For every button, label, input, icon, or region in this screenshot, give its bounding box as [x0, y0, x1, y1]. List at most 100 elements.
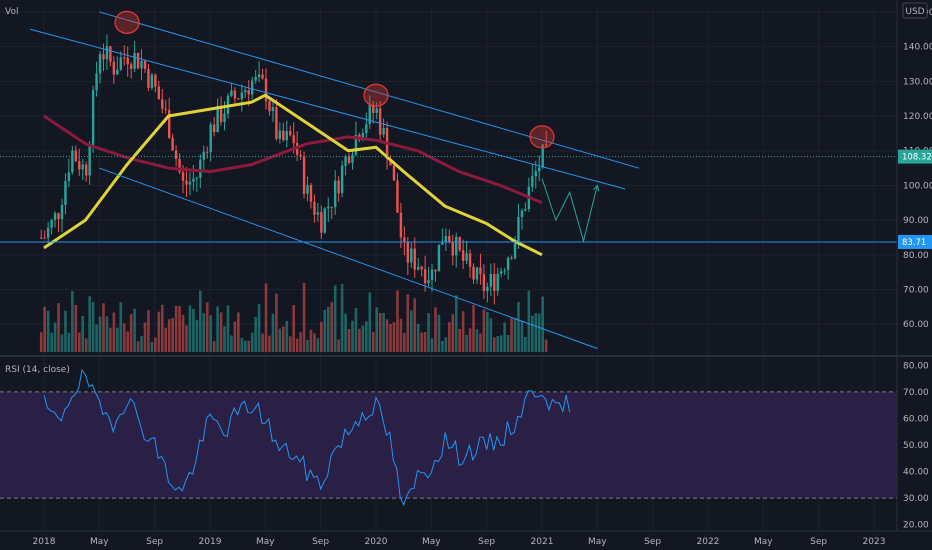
volume-bar [403, 332, 406, 352]
candle-body [123, 57, 126, 59]
candle-body [119, 57, 122, 70]
volume-bar [368, 292, 372, 352]
volume-bar [458, 328, 461, 352]
volume-bar [541, 296, 544, 352]
last-price-tag-label: 108.32 [902, 153, 932, 163]
candle-body [475, 267, 479, 280]
time-tick-label: Sep [146, 537, 163, 547]
candle-body [185, 180, 188, 185]
highlight-circle[interactable] [529, 125, 555, 149]
candle-body [503, 270, 506, 272]
candle-body [67, 172, 71, 182]
price-tick-label: 130.00 [903, 77, 932, 87]
highlight-circle[interactable] [114, 10, 140, 34]
candle-body [188, 181, 192, 185]
time-tick-label: 2019 [199, 537, 222, 547]
candle-body [410, 248, 413, 263]
volume-bar [57, 303, 60, 352]
price-tick-label: 100.00 [903, 181, 932, 191]
volume-bar [64, 310, 67, 352]
volume-bar [320, 321, 323, 352]
candle-body [88, 146, 91, 176]
candle-body [192, 178, 195, 182]
candle-body [257, 74, 261, 77]
rsi-tick-label: 50.00 [903, 441, 929, 451]
time-tick-label: 2020 [365, 537, 388, 547]
candle-body [327, 206, 330, 209]
volume-bar [147, 310, 150, 352]
candle-body [302, 156, 306, 194]
volume-bar [454, 295, 458, 352]
candle-body [375, 108, 378, 113]
volume-bar [205, 302, 209, 352]
volume-bar [451, 314, 455, 352]
candle-body [482, 274, 486, 292]
candle-body [171, 137, 174, 151]
volume-bar [278, 328, 282, 352]
ma-fast-line [43, 93, 543, 257]
candle-body [74, 150, 78, 162]
volume-bar [271, 313, 275, 352]
rsi-band [0, 391, 897, 499]
candle-body [354, 134, 358, 155]
candle-body [219, 105, 223, 123]
volume-bar [102, 303, 105, 352]
candle-body [81, 164, 84, 170]
trend-lines [0, 11, 897, 350]
candle-body [223, 113, 226, 123]
volume-bar [223, 326, 226, 352]
candle-body [403, 237, 406, 243]
price-tick-label: 120.00 [903, 112, 932, 122]
time-tick-label: 2018 [33, 537, 56, 547]
candle-body [538, 167, 541, 172]
candle-body [344, 156, 347, 166]
volume-bar [309, 329, 313, 352]
volume-bar [119, 302, 123, 352]
candle-body [289, 130, 292, 136]
volume-bar [444, 337, 448, 352]
trendline-low [99, 167, 598, 350]
volume-bar [46, 310, 50, 352]
candle-body [116, 69, 119, 75]
candle-body [399, 212, 403, 238]
candle-body [437, 244, 441, 272]
volume-bar [306, 339, 309, 352]
candle-body [261, 74, 264, 79]
volume-bar [531, 315, 534, 352]
volume-bar [413, 298, 417, 352]
volume-bar [264, 283, 268, 352]
volume-bar [396, 290, 399, 352]
volume-bar [71, 291, 74, 352]
volume-bar [60, 334, 64, 352]
candle-body [461, 250, 465, 261]
candle-body [306, 185, 309, 194]
candle-body [517, 216, 520, 244]
candle-body [313, 201, 316, 215]
volume-bar [389, 323, 392, 352]
volume-bar [105, 316, 109, 352]
volume-bar [365, 321, 368, 352]
candle-body [140, 60, 143, 69]
candle-body [95, 73, 98, 91]
price-axis[interactable]: 60.0070.0080.0090.00100.00110.00120.0013… [898, 8, 932, 330]
volume-bar [230, 335, 233, 352]
rsi-tick-label: 80.00 [903, 361, 929, 371]
rsi-axis[interactable]: 20.00 30.00 40.00 50.00 60.00 70.00 80.00 [903, 361, 929, 530]
projection-path [541, 178, 598, 243]
candle-body [150, 74, 154, 88]
candle-body [448, 236, 451, 243]
volume-bar [427, 313, 430, 352]
candle-body [465, 253, 468, 261]
highlight-circle[interactable] [363, 83, 389, 107]
candle-body [368, 104, 371, 125]
time-tick-label: 2021 [531, 537, 554, 547]
volume-bar [74, 304, 78, 352]
candle-body [230, 90, 233, 96]
currency-button[interactable]: USD [902, 2, 928, 19]
time-axis[interactable]: 2018 May Sep 2019 May Sep 2020 May Sep 2021 May Sep… [0, 530, 932, 547]
level-tag [898, 234, 932, 249]
volume-bar [209, 315, 212, 352]
volume-bar [496, 336, 500, 352]
volume-bar [129, 314, 133, 352]
